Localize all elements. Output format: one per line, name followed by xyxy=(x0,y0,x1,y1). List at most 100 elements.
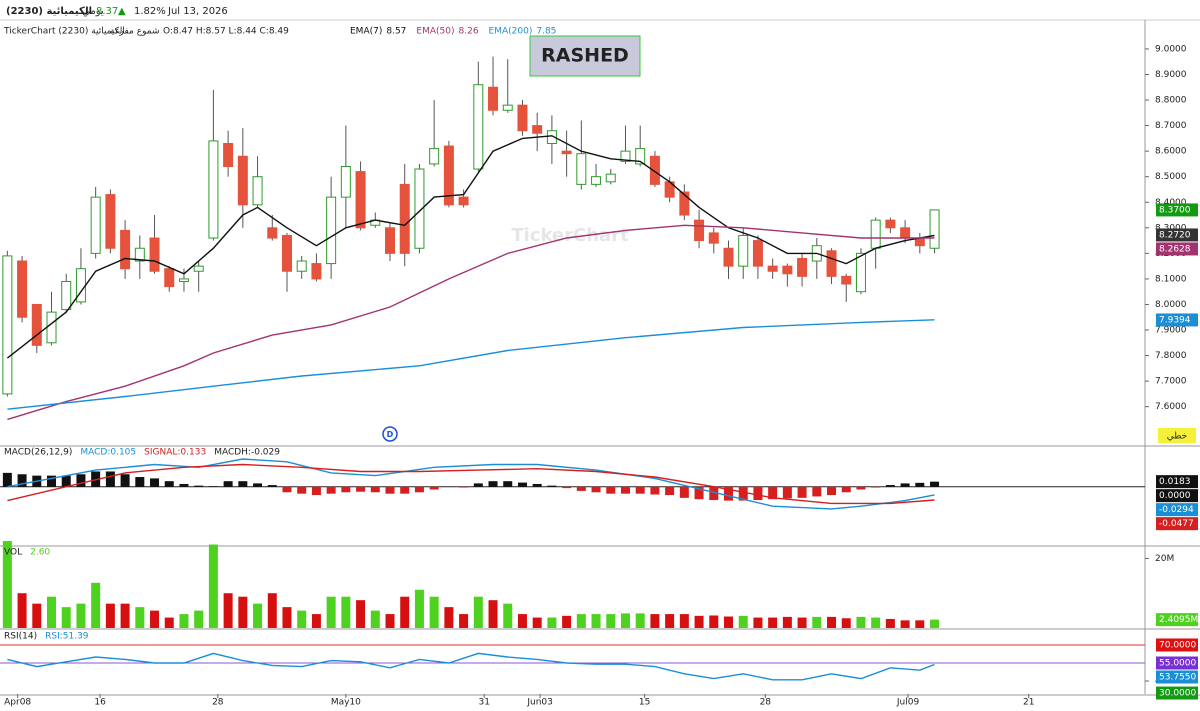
candle-body xyxy=(193,265,204,272)
price-label: 7.9394 xyxy=(1159,315,1191,325)
indicator-line xyxy=(7,463,935,505)
volume-bar xyxy=(164,617,174,628)
candle-body xyxy=(385,227,396,254)
volume-bar xyxy=(694,615,704,628)
y-tick-label: 7.6000 xyxy=(1155,402,1187,412)
histogram-bar xyxy=(385,486,395,494)
period: يومي xyxy=(82,6,104,17)
candle-body xyxy=(591,176,602,185)
volume-bar xyxy=(179,614,189,628)
volume-bar xyxy=(2,541,12,628)
volume-bar xyxy=(782,616,792,628)
candle-body xyxy=(46,311,57,344)
legend-entry: EMA(50) xyxy=(416,27,454,37)
histogram-bar xyxy=(694,486,704,500)
x-tick-label: May10 xyxy=(331,698,361,708)
indicator-line xyxy=(7,458,935,510)
candle-body xyxy=(355,171,366,229)
volume-bar xyxy=(900,620,910,628)
histogram-bar xyxy=(841,486,851,493)
volume-bar xyxy=(282,607,292,628)
histogram-bar xyxy=(135,477,145,487)
histogram-bar xyxy=(341,486,351,493)
volume-bar xyxy=(885,618,895,628)
histogram-bar xyxy=(2,472,12,487)
volume-bar xyxy=(473,596,483,628)
legend-entry: RSI(14) xyxy=(4,632,37,642)
candle-body xyxy=(105,194,116,249)
x-tick-label: 28 xyxy=(212,698,224,708)
event-marker-label: D xyxy=(387,430,394,439)
volume-bar xyxy=(267,593,277,628)
volume-bar xyxy=(650,614,660,628)
price-label-box xyxy=(1156,242,1198,256)
candle-body xyxy=(208,140,219,239)
scale-mode[interactable]: خطي xyxy=(1167,432,1187,442)
histogram-bar xyxy=(179,483,189,487)
price-label: -0.0477 xyxy=(1159,519,1194,529)
x-tick-label: Apr08 xyxy=(4,698,31,708)
volume-bar xyxy=(827,616,837,628)
legend-value: 7.85 xyxy=(536,27,556,37)
volume-bar xyxy=(76,603,86,628)
candle-body xyxy=(532,125,543,134)
volume-bar xyxy=(503,603,513,628)
price-label-box xyxy=(1156,203,1198,217)
legend-entry: RSI:51.39 xyxy=(45,632,89,642)
legend-entry: EMA(7) xyxy=(350,27,382,37)
last-price: 8.37 xyxy=(96,6,118,17)
indicator-line xyxy=(7,652,935,681)
y-tick-label: 8.0000 xyxy=(1155,300,1187,310)
candle-body xyxy=(517,104,528,132)
histogram-bar xyxy=(768,486,778,500)
histogram-bar xyxy=(532,483,542,487)
price-label: 70.0000 xyxy=(1159,640,1196,650)
candle-body xyxy=(605,173,616,183)
candle-body xyxy=(340,165,351,198)
y-tick-label: 8.1000 xyxy=(1155,274,1187,284)
volume-bar xyxy=(841,618,851,628)
candle-body xyxy=(488,86,499,111)
y-tick-label: 8.7000 xyxy=(1155,121,1187,131)
candle-body xyxy=(620,150,631,162)
candle-body xyxy=(694,219,705,242)
price-label-box xyxy=(1156,313,1198,327)
legend-entry: EMA(200) xyxy=(489,27,533,37)
volume-bar xyxy=(47,596,57,628)
candle-body xyxy=(738,234,749,267)
candle-body xyxy=(458,196,469,206)
histogram-bar xyxy=(709,486,719,501)
volume-bar xyxy=(341,596,351,628)
volume-bar xyxy=(253,603,263,628)
histogram-bar xyxy=(753,486,763,501)
date: Jul 13, 2026 xyxy=(167,6,228,17)
histogram-bar xyxy=(782,486,792,499)
volume-bar xyxy=(91,582,101,628)
volume-bar xyxy=(753,617,763,628)
candle-body xyxy=(900,227,911,239)
histogram-bar xyxy=(547,485,557,487)
volume-bar xyxy=(208,544,218,628)
y-tick-label: 9.0000 xyxy=(1155,44,1187,54)
volume-bar xyxy=(459,614,469,628)
candle-body xyxy=(326,196,337,265)
indicator-line xyxy=(6,135,935,359)
candle-body xyxy=(826,250,837,277)
volume-bar xyxy=(194,610,204,628)
y-tick-label: 7.8000 xyxy=(1155,351,1187,361)
price-label: 8.2628 xyxy=(1159,244,1191,254)
price-label-box xyxy=(1156,613,1198,627)
histogram-bar xyxy=(812,486,822,497)
volume-bar xyxy=(738,615,748,628)
volume-bar xyxy=(562,615,572,628)
volume-bar xyxy=(297,610,307,628)
volume-bar xyxy=(370,610,380,628)
histogram-bar xyxy=(164,481,174,487)
volume-bar xyxy=(488,600,498,628)
scale-mode-box[interactable] xyxy=(1158,428,1196,443)
y-tick-label: 20M xyxy=(1155,554,1174,564)
candle-body xyxy=(90,196,101,254)
price-label: 8.3700 xyxy=(1159,205,1191,215)
